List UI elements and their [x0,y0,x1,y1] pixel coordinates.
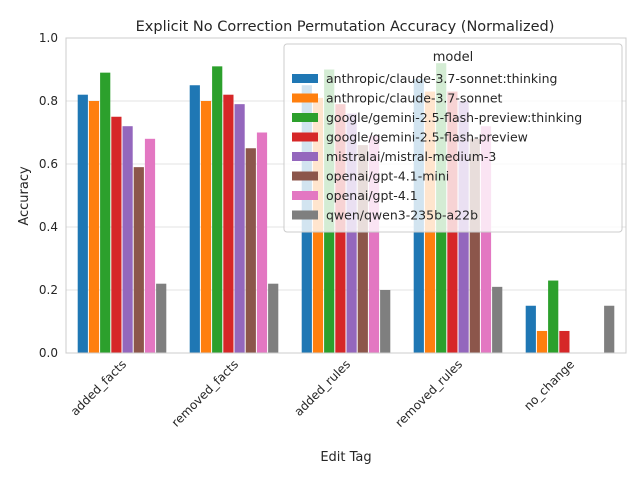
legend-label: google/gemini-2.5-flash-preview [326,130,528,145]
legend-label: anthropic/claude-3.7-sonnet [326,91,503,106]
bar [234,104,245,354]
chart-title: Explicit No Correction Permutation Accur… [136,19,555,35]
bar [223,94,234,353]
legend-label: qwen/qwen3-235b-a22b [326,208,478,223]
bar [357,145,368,353]
bar [548,280,559,353]
bar [604,305,615,353]
legend-label: mistralai/mistral-medium-3 [326,149,496,164]
bar [380,290,391,353]
bar [189,85,200,353]
legend-label: anthropic/claude-3.7-sonnet:thinking [326,71,557,86]
plot-frame [65,37,627,354]
bar [111,116,122,353]
bar [144,138,156,353]
legend-swatch [292,171,318,181]
bar [245,148,256,353]
bar [212,66,223,353]
bar [256,132,268,353]
bar [469,138,480,353]
bar [346,113,357,353]
bar [492,286,503,353]
bar [559,330,570,353]
legend-swatch [292,210,318,220]
legend-box [283,43,623,233]
legend-title: model [433,50,473,65]
y-axis-label: Accuracy [17,166,32,226]
legend: model anthropic/claude-3.7-sonnet:thinkin… [283,43,623,233]
bar [100,72,111,354]
legend-swatch [292,74,318,83]
bar [525,305,536,353]
bar [88,101,100,353]
legend-label: openai/gpt-4.1 [326,188,418,203]
y-tick-label: 0.0 [39,346,58,360]
bar [480,126,492,353]
y-tick-label: 0.2 [39,283,58,297]
legend-swatch [292,191,318,200]
x-axis-label: Edit Tag [320,450,371,465]
bar [133,167,144,353]
legend-swatch [292,93,318,103]
legend-label: openai/gpt-4.1-mini [326,169,449,184]
y-tick-label: 0.8 [39,94,58,108]
legend-label: google/gemini-2.5-flash-preview:thinking [326,110,582,125]
y-tick-label: 0.6 [39,157,58,171]
y-tick-label: 0.4 [39,220,58,234]
y-tick-label: 1.0 [39,31,58,45]
bar [268,283,279,353]
bar [122,126,133,353]
bar [536,330,548,353]
bar [77,94,88,353]
bar [156,283,167,353]
legend-swatch [292,113,318,122]
bar [200,101,212,353]
bar [368,135,380,353]
legend-swatch [292,132,318,142]
y-ticks: 0.0 0.2 0.4 0.6 0.8 1.0 [39,31,58,360]
legend-swatch [292,152,318,161]
